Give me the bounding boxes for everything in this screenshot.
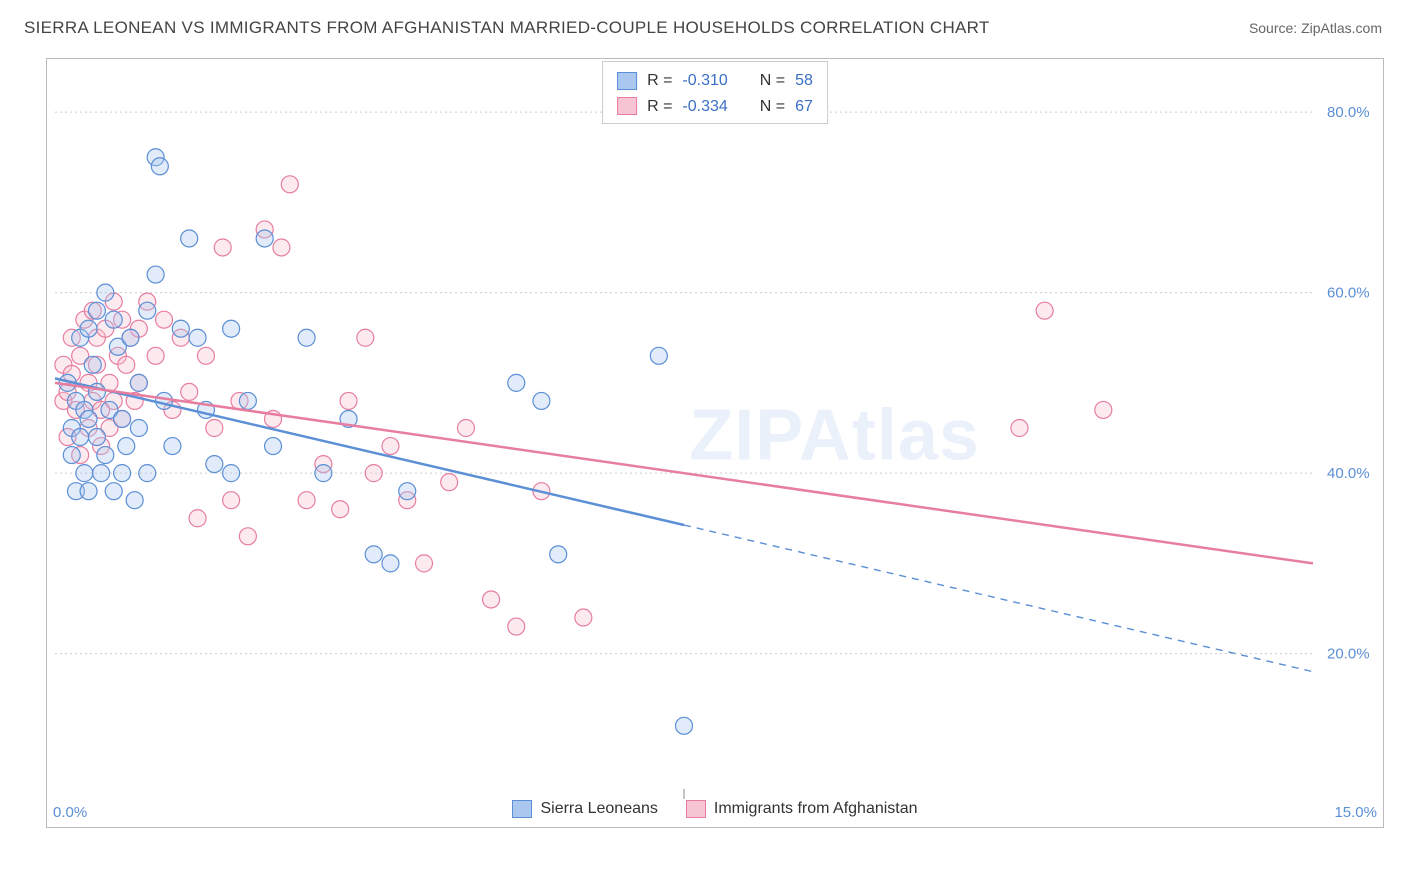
legend-item: Sierra Leoneans <box>512 800 657 818</box>
source-label: Source: ZipAtlas.com <box>1249 20 1382 36</box>
legend-row: R = -0.334 N = 67 <box>617 94 813 120</box>
series-name: Immigrants from Afghanistan <box>714 800 918 818</box>
x-axis-max: 15.0% <box>1334 804 1377 821</box>
r-value: -0.310 <box>682 68 727 94</box>
chart-title: SIERRA LEONEAN VS IMMIGRANTS FROM AFGHAN… <box>24 18 990 38</box>
r-value: -0.334 <box>682 94 727 120</box>
svg-text:ZIPAtlas: ZIPAtlas <box>689 395 980 475</box>
n-value: 67 <box>795 94 813 120</box>
legend-swatch <box>512 800 532 818</box>
chart-frame: 20.0% 40.0% 60.0% 80.0% ZIPAtlas R = -0.310 … <box>46 58 1384 828</box>
n-label: N = <box>760 94 785 120</box>
legend-row: R = -0.310 N = 58 <box>617 68 813 94</box>
legend-item: Immigrants from Afghanistan <box>686 800 918 818</box>
r-label: R = <box>647 94 672 120</box>
correlation-legend: R = -0.310 N = 58 R = -0.334 N = 67 <box>602 61 828 124</box>
legend-swatch <box>617 72 637 90</box>
svg-text:60.0%: 60.0% <box>1327 285 1370 302</box>
svg-text:20.0%: 20.0% <box>1327 646 1370 663</box>
title-row: SIERRA LEONEAN VS IMMIGRANTS FROM AFGHAN… <box>0 0 1406 48</box>
x-axis-min: 0.0% <box>53 804 87 821</box>
legend-swatch <box>617 97 637 115</box>
n-value: 58 <box>795 68 813 94</box>
series-legend: 0.0% Sierra Leoneans Immigrants from Afg… <box>47 791 1383 827</box>
r-label: R = <box>647 68 672 94</box>
svg-text:40.0%: 40.0% <box>1327 465 1370 482</box>
scatter-plot: 20.0% 40.0% 60.0% 80.0% ZIPAtlas <box>47 59 1385 829</box>
n-label: N = <box>760 68 785 94</box>
svg-text:80.0%: 80.0% <box>1327 104 1370 121</box>
legend-swatch <box>686 800 706 818</box>
series-name: Sierra Leoneans <box>540 800 657 818</box>
